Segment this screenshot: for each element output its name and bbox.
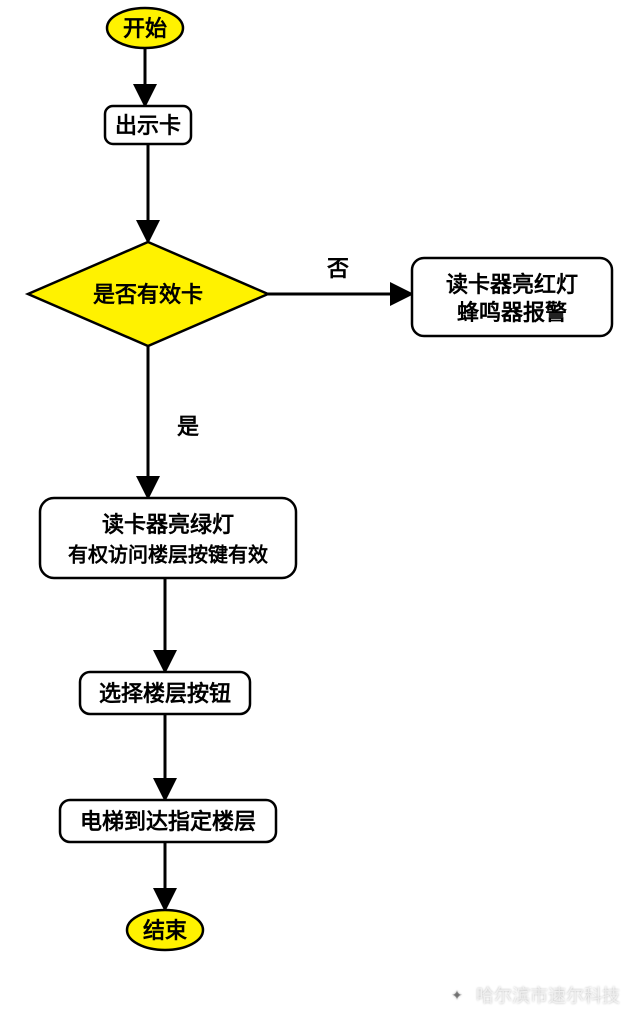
svg-text:读卡器亮绿灯: 读卡器亮绿灯	[102, 512, 234, 537]
watermark-text: 哈尔滨市速尔科技	[476, 982, 620, 1008]
node-green-light: 读卡器亮绿灯 有权访问楼层按键有效	[40, 498, 296, 578]
svg-text:结束: 结束	[143, 918, 188, 943]
svg-text:电梯到达指定楼层: 电梯到达指定楼层	[80, 809, 256, 834]
edges: 否 是	[145, 48, 410, 908]
svg-text:出示卡: 出示卡	[115, 113, 181, 138]
node-red-light: 读卡器亮红灯 蜂鸣器报警	[412, 258, 612, 336]
svg-text:是否有效卡: 是否有效卡	[93, 282, 203, 307]
edge-label-yes: 是	[177, 414, 199, 439]
edge-label-no: 否	[326, 256, 349, 281]
watermark: ✦ 哈尔滨市速尔科技	[446, 982, 620, 1008]
svg-text:开始: 开始	[123, 16, 167, 41]
svg-text:蜂鸣器报警: 蜂鸣器报警	[457, 300, 567, 325]
node-start: 开始	[107, 8, 183, 48]
node-end: 结束	[127, 910, 203, 950]
wechat-icon: ✦	[446, 984, 468, 1006]
svg-text:选择楼层按钮: 选择楼层按钮	[99, 681, 231, 706]
node-select-floor: 选择楼层按钮	[80, 672, 250, 714]
svg-text:有权访问楼层按键有效: 有权访问楼层按键有效	[68, 542, 268, 566]
node-show-card: 出示卡	[105, 106, 191, 144]
flowchart-canvas: 否 是 开始 出示卡 是否有效卡 读卡器亮红灯 蜂鸣器报警 读卡器亮绿灯 有权访…	[0, 0, 640, 1020]
node-arrive-floor: 电梯到达指定楼层	[60, 800, 276, 842]
node-valid-decision: 是否有效卡	[28, 242, 268, 346]
svg-text:读卡器亮红灯: 读卡器亮红灯	[446, 272, 578, 297]
